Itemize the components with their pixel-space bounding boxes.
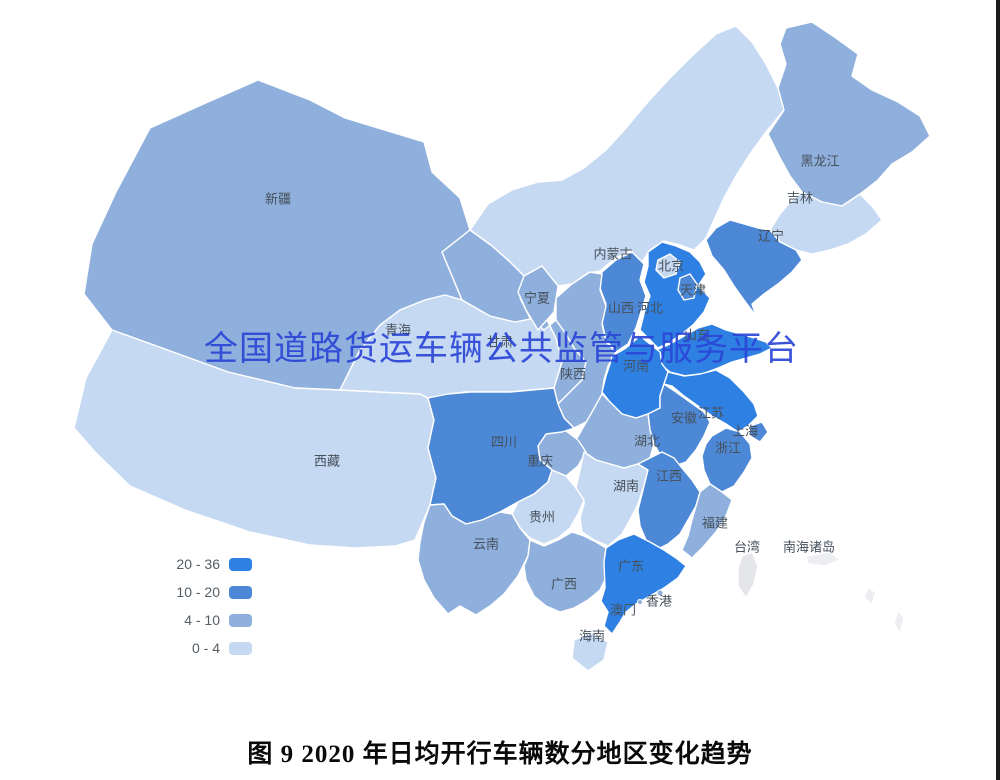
province-shape-jiangsu xyxy=(663,369,759,433)
province-label-heilongjiang: 黑龙江 xyxy=(800,153,839,168)
nanhai-islands-shape xyxy=(863,587,877,605)
province-label-ningxia: 宁夏 xyxy=(524,290,550,305)
legend-color-swatch xyxy=(229,585,252,599)
province-label-sichuan: 四川 xyxy=(491,434,517,449)
legend-color-swatch xyxy=(229,557,252,571)
legend-range-label: 0 - 4 xyxy=(191,640,220,656)
province-label-qinghai: 青海 xyxy=(385,322,411,337)
province-label-shandong: 山东 xyxy=(684,327,710,342)
province-label-jiangsu: 江苏 xyxy=(698,405,724,420)
legend-range-label: 20 - 36 xyxy=(176,556,220,572)
province-shape-ningxia xyxy=(517,265,559,331)
province-label-aomen: 澳门 xyxy=(610,602,636,617)
legend-color-swatch xyxy=(229,641,252,655)
legend-range-label: 4 - 10 xyxy=(184,612,220,628)
province-shape-hunan xyxy=(575,451,649,547)
province-shape-hainan xyxy=(571,632,609,672)
province-label-guangdong: 广东 xyxy=(618,558,644,573)
province-label-nanhai: 南海诸岛 xyxy=(783,539,835,554)
province-label-anhui: 安徽 xyxy=(671,410,697,425)
province-label-hubei: 湖北 xyxy=(634,433,660,448)
province-label-xizang: 西藏 xyxy=(314,453,340,468)
province-label-guangxi: 广西 xyxy=(551,576,577,591)
nanhai-islands-shape xyxy=(893,609,905,635)
province-shape-taiwan xyxy=(737,551,759,599)
province-label-hunan: 湖南 xyxy=(613,478,639,493)
province-label-guizhou: 贵州 xyxy=(529,509,555,524)
province-label-shanghai: 上海 xyxy=(732,423,758,438)
province-label-yunnan: 云南 xyxy=(473,536,499,551)
province-shape-shanghai xyxy=(749,421,769,443)
province-shape-liaoning xyxy=(705,219,803,317)
province-label-henan: 河南 xyxy=(623,358,649,373)
nanhai-islands-shape xyxy=(805,551,841,567)
province-label-chongqing: 重庆 xyxy=(527,453,553,468)
watermark-text: 全国道路货运车辆公共监管与服务平台 xyxy=(204,330,799,368)
province-label-jiangxi: 江西 xyxy=(656,468,682,483)
province-label-neimenggu: 内蒙古 xyxy=(593,246,632,261)
province-shape-heilongjiang xyxy=(767,21,931,207)
province-label-hainan: 海南 xyxy=(579,628,605,643)
legend-range-label: 10 - 20 xyxy=(176,584,220,600)
province-label-gansu: 甘肃 xyxy=(487,334,513,349)
page-right-border xyxy=(996,0,1000,780)
province-label-fujian: 福建 xyxy=(702,515,728,530)
legend-row: 20 - 36 xyxy=(150,550,252,578)
province-label-liaoning: 辽宁 xyxy=(758,228,784,243)
province-label-hebei: 河北 xyxy=(637,300,663,315)
province-label-tianjin: 天津 xyxy=(680,282,706,297)
province-label-shanxi: 山西 xyxy=(608,300,634,315)
legend-color-swatch xyxy=(229,613,252,627)
legend-row: 0 - 4 xyxy=(150,634,252,662)
province-shape-guangdong xyxy=(600,533,687,635)
province-shape-fujian xyxy=(681,483,733,559)
province-shape-tianjin xyxy=(677,273,698,301)
province-label-xianggang: 香港 xyxy=(646,593,672,608)
province-shape-yunnan xyxy=(417,503,531,616)
province-label-xinjiang: 新疆 xyxy=(265,191,291,206)
aomen-dot xyxy=(637,599,643,605)
province-label-jilin: 吉林 xyxy=(787,190,813,205)
legend-row: 4 - 10 xyxy=(150,606,252,634)
legend-row: 10 - 20 xyxy=(150,578,252,606)
province-shape-jilin xyxy=(769,191,883,255)
province-shape-zhejiang xyxy=(701,427,753,493)
province-shape-anhui xyxy=(647,383,711,467)
province-shape-jiangxi xyxy=(637,451,701,551)
province-shape-guangxi xyxy=(523,531,607,613)
province-label-taiwan: 台湾 xyxy=(734,539,760,554)
province-label-beijing: 北京 xyxy=(658,258,684,273)
xianggang-dot xyxy=(656,589,664,597)
province-shape-beijing xyxy=(655,253,681,279)
figure-caption: 图 9 2020 年日均开行车辆数分地区变化趋势 xyxy=(247,741,753,768)
province-label-shaanxi: 陕西 xyxy=(560,366,586,381)
province-label-zhejiang: 浙江 xyxy=(715,440,741,455)
map-legend: 20 - 36 10 - 20 4 - 10 0 - 4 xyxy=(150,550,252,662)
